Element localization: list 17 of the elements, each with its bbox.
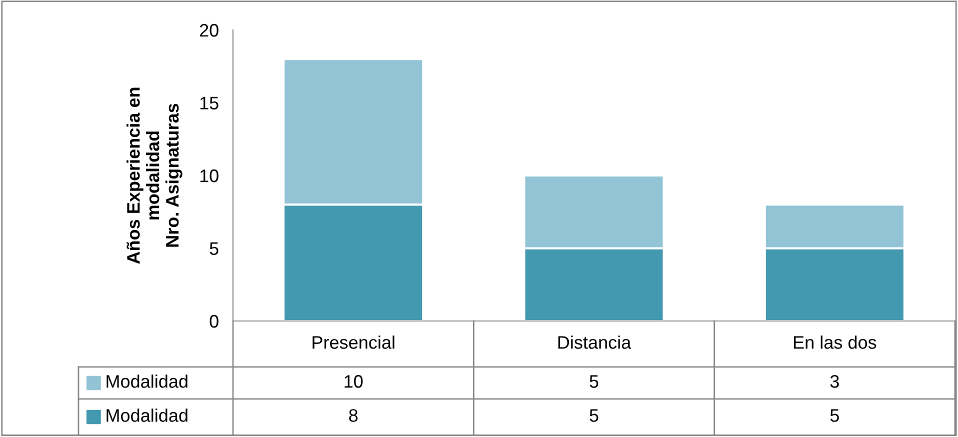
x-tick-label: En las dos <box>794 336 876 349</box>
data-label: 5 <box>590 409 598 422</box>
y-tick-label: 5 <box>210 242 218 255</box>
x-tick-label: Presencial <box>312 336 394 349</box>
legend-label: Modalidad <box>106 408 188 422</box>
legend-label: Modalidad <box>106 374 188 388</box>
y-tick-label: 10 <box>200 169 218 182</box>
y-tick-label: 0 <box>210 314 218 328</box>
data-label: 3 <box>830 375 839 388</box>
y-tick-label: 15 <box>200 96 218 110</box>
y-axis-title: Años Experiencia en modalidad Nro. Asignaturas <box>126 88 182 264</box>
data-label: 5 <box>590 375 598 388</box>
x-tick-label: Distancia <box>558 336 632 349</box>
data-label: 10 <box>344 375 363 388</box>
data-label: 8 <box>349 409 358 422</box>
y-tick-label: 20 <box>200 24 218 37</box>
data-label: 5 <box>830 409 839 422</box>
